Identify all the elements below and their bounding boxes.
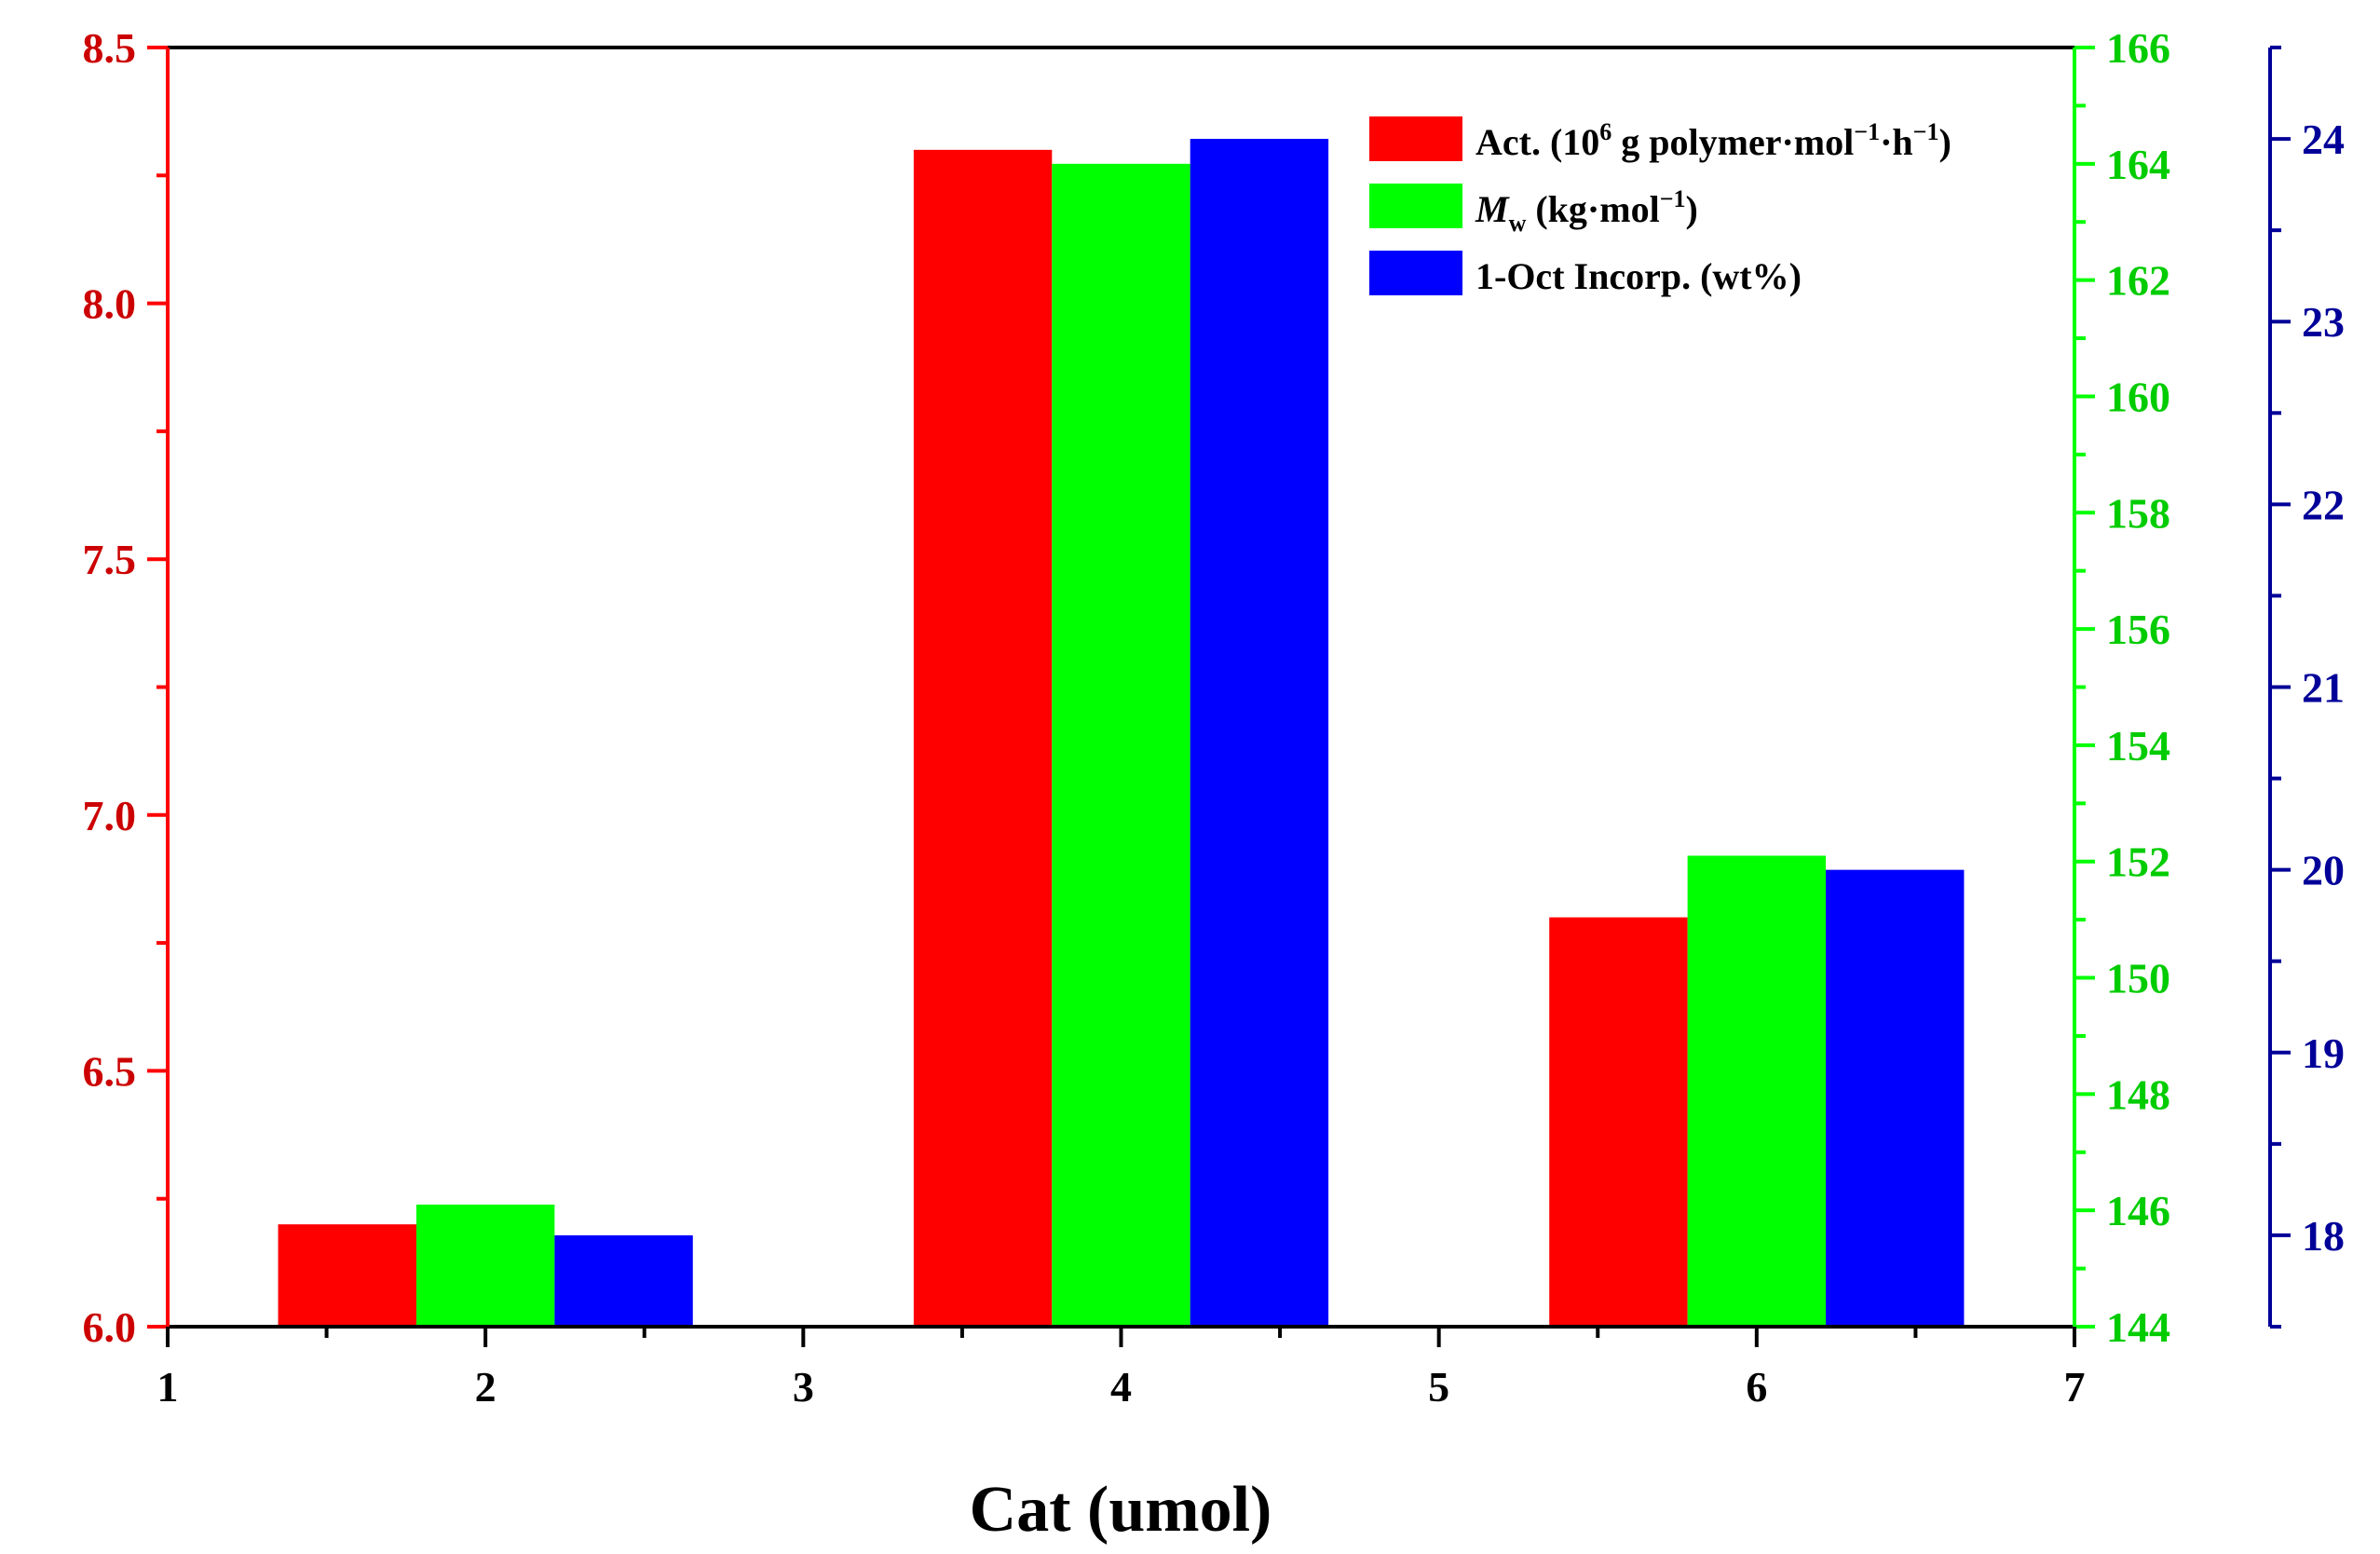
- blue-axis-tick-label: 23: [2302, 298, 2345, 346]
- blue-axis-tick-label: 21: [2302, 664, 2345, 712]
- blue-axis-tick-label: 20: [2302, 847, 2345, 894]
- bar-mw-4: [1052, 163, 1190, 1328]
- green-axis-tick-label: 164: [2106, 141, 2170, 188]
- x-tick-label: 7: [2064, 1363, 2086, 1411]
- bar-mw-2: [415, 1204, 555, 1327]
- green-axis-tick-label: 160: [2106, 373, 2170, 420]
- legend-swatch-oct: [1369, 251, 1462, 295]
- green-axis-tick-label: 146: [2106, 1187, 2170, 1234]
- blue-axis-tick-label: 24: [2302, 116, 2345, 163]
- legend: Act. (106 g polymer·mol−1·h−1) Mw (kg·mo…: [1369, 116, 1952, 297]
- green-axis-tick-label: 154: [2106, 722, 2170, 770]
- bar-act-6: [1549, 917, 1688, 1327]
- x-tick-label: 4: [1110, 1363, 1132, 1411]
- blue-axis-tick-label: 19: [2302, 1029, 2345, 1077]
- legend-swatch-act: [1369, 116, 1462, 161]
- left-axis-tick-label: 6.5: [83, 1047, 137, 1095]
- left-axis-tick-label: 8.5: [83, 24, 137, 72]
- green-axis-tick-label: 144: [2106, 1303, 2170, 1351]
- x-tick-label: 6: [1746, 1363, 1767, 1411]
- legend-label-oct: 1-Oct Incorp. (wt%): [1476, 255, 1802, 297]
- bar-1-oct-incorp-wt-6: [1826, 869, 1965, 1327]
- x-tick-label: 1: [157, 1363, 179, 1411]
- bar-act-2: [278, 1224, 416, 1327]
- bar-act-4: [913, 149, 1053, 1328]
- bar-1-oct-incorp-wt-4: [1190, 139, 1329, 1328]
- bars-group: [278, 139, 1965, 1328]
- x-axis-title: Cat (umol): [970, 1474, 1272, 1546]
- x-tick-label: 3: [793, 1363, 814, 1411]
- legend-swatch-mw: [1369, 184, 1462, 228]
- blue-axis-tick-label: 22: [2302, 481, 2345, 528]
- green-axis-tick-label: 148: [2106, 1070, 2170, 1118]
- green-axis-tick-label: 158: [2106, 489, 2170, 537]
- legend-label-mw: Mw (kg·mol−1): [1475, 185, 1698, 237]
- x-axis-ticks: 1 2 3 4 5 6 7: [157, 1327, 2086, 1411]
- green-axis-tick-label: 152: [2106, 838, 2170, 886]
- green-axis-tick-label: 156: [2106, 606, 2170, 653]
- left-axis-tick-label: 8.0: [83, 280, 137, 328]
- left-axis-tick-label: 6.0: [83, 1303, 137, 1351]
- left-axis-tick-label: 7.5: [83, 536, 137, 583]
- legend-label-act: Act. (106 g polymer·mol−1·h−1): [1476, 118, 1952, 163]
- x-tick-label: 5: [1428, 1363, 1449, 1411]
- x-tick-label: 2: [475, 1363, 496, 1411]
- left-axis-tick-label: 7.0: [83, 792, 137, 839]
- blue-axis-ticks: 18 19 20 21 22 23 24: [2270, 46, 2345, 1329]
- green-axis-tick-label: 162: [2106, 257, 2170, 305]
- blue-axis-tick-label: 18: [2302, 1212, 2345, 1260]
- bar-1-oct-incorp-wt-2: [554, 1234, 693, 1327]
- green-axis-tick-label: 166: [2106, 24, 2170, 72]
- green-axis-tick-label: 150: [2106, 955, 2170, 1002]
- green-axis-ticks: 144 146 148 150 152 154 156 158 160 162 164 166: [2074, 24, 2170, 1351]
- bar-mw-6: [1687, 855, 1827, 1327]
- left-axis-ticks: 6.0 6.5 7.0 7.5 8.0 8.5: [83, 24, 168, 1351]
